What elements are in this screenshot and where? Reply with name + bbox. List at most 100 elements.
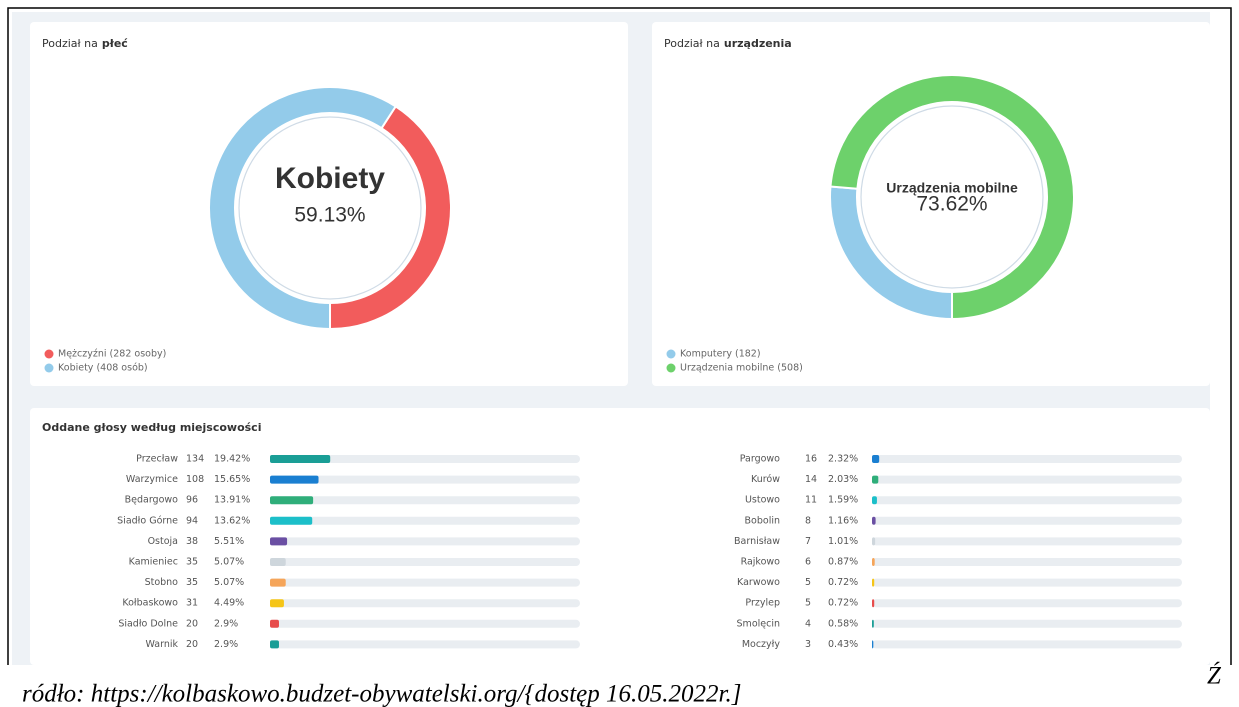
vote-count: 5: [805, 598, 811, 609]
bar-track: [872, 475, 1182, 484]
place-name: Warzymice: [126, 474, 178, 485]
place-name: Będargowo: [125, 495, 179, 506]
bar: [270, 619, 279, 628]
vote-count: 16: [805, 454, 817, 465]
bar: [872, 496, 877, 505]
bar: [872, 537, 876, 546]
bar-track: [872, 496, 1182, 505]
place-name: Przecław: [136, 454, 178, 465]
vote-count: 96: [186, 495, 198, 506]
bar: [270, 475, 319, 484]
vote-count: 35: [186, 557, 198, 568]
legend-dot: [44, 363, 54, 373]
bar: [270, 599, 284, 608]
bar: [270, 640, 279, 649]
place-name: Ostoja: [148, 536, 178, 547]
bar-track: [270, 537, 580, 546]
place-name: Ustowo: [745, 495, 780, 506]
vote-count: 14: [805, 474, 817, 485]
vote-percent: 4.49%: [214, 598, 244, 609]
place-name: Bobolin: [745, 515, 780, 526]
vote-percent: 1.16%: [828, 515, 858, 526]
vote-percent: 2.32%: [828, 454, 858, 465]
vote-percent: 0.72%: [828, 577, 858, 588]
bar-track: [872, 455, 1182, 463]
legend-dot: [666, 363, 676, 373]
bar-track: [270, 599, 580, 608]
title-bold: płeć: [102, 37, 128, 50]
bar-track: [872, 640, 1182, 649]
legend-dot: [666, 349, 676, 359]
bar: [872, 599, 875, 608]
center-value: 59.13%: [294, 204, 365, 227]
legend-label: Mężczyźni (282 osoby): [58, 349, 166, 360]
bar: [270, 455, 331, 463]
caption: ródło: https://kolbaskowo.budzet-obywate…: [22, 681, 741, 707]
place-name: Barnisław: [734, 536, 780, 547]
place-name: Pargowo: [740, 454, 780, 465]
inner-ring: [860, 105, 1044, 289]
bar: [270, 496, 314, 505]
vote-percent: 5.07%: [214, 577, 244, 588]
bar-track: [270, 619, 580, 628]
center-label: Urządzenia mobilne: [886, 180, 1018, 196]
card-title: Oddane głosy według miejscowości: [42, 421, 261, 434]
bar: [872, 455, 880, 463]
place-name: Warnik: [145, 639, 178, 650]
place-name: Stobno: [145, 577, 179, 588]
vote-percent: 5.07%: [214, 557, 244, 568]
vote-percent: 2.03%: [828, 474, 858, 485]
bar: [872, 619, 874, 628]
place-name: Rajkowo: [741, 557, 781, 568]
vote-count: 35: [186, 577, 198, 588]
legend-label: Kobiety (408 osób): [58, 363, 148, 374]
vote-percent: 5.51%: [214, 536, 244, 547]
place-name: Moczyły: [742, 639, 781, 650]
place-name: Siadło Górne: [117, 515, 178, 526]
frame: [7, 7, 1232, 665]
bar-track: [872, 558, 1182, 566]
vote-percent: 0.87%: [828, 557, 858, 568]
bar-track: [270, 640, 580, 649]
vote-percent: 0.72%: [828, 598, 858, 609]
bar: [270, 516, 313, 525]
vote-count: 20: [186, 618, 198, 629]
vote-percent: 1.59%: [828, 495, 858, 506]
place-name: Kołbaskowo: [122, 598, 178, 609]
vote-count: 3: [805, 639, 811, 650]
bar-track: [872, 537, 1182, 546]
vote-count: 31: [186, 598, 198, 609]
bar: [270, 558, 286, 566]
center-value: 73.62%: [916, 193, 987, 216]
bar-track: [872, 599, 1182, 608]
place-name: Smolęcin: [737, 618, 780, 629]
vote-count: 134: [186, 454, 204, 465]
vote-percent: 1.01%: [828, 536, 858, 547]
donut-segment: [208, 86, 398, 331]
bar-track: [270, 475, 580, 484]
vote-percent: 13.91%: [214, 495, 250, 506]
vote-percent: 2.9%: [214, 639, 238, 650]
vote-count: 5: [805, 577, 811, 588]
vote-count: 108: [186, 474, 204, 485]
vote-count: 94: [186, 515, 198, 526]
bar: [270, 578, 286, 587]
vote-percent: 2.9%: [214, 618, 238, 629]
bar-track: [270, 558, 580, 566]
vote-count: 4: [805, 618, 811, 629]
legend-label: Urządzenia mobilne (508): [680, 363, 803, 374]
inner-ring: [238, 116, 422, 300]
title: Podział na: [664, 37, 720, 50]
place-name: Siadło Dolne: [118, 618, 178, 629]
vote-percent: 0.43%: [828, 639, 858, 650]
bar-track: [872, 516, 1182, 525]
vote-percent: 15.65%: [214, 474, 250, 485]
bar: [270, 537, 288, 546]
bar-track: [270, 516, 580, 525]
vote-count: 38: [186, 536, 198, 547]
vote-percent: 13.62%: [214, 515, 250, 526]
donut-segment: [829, 74, 1075, 321]
place-name: Kurów: [751, 474, 780, 485]
vote-count: 20: [186, 639, 198, 650]
